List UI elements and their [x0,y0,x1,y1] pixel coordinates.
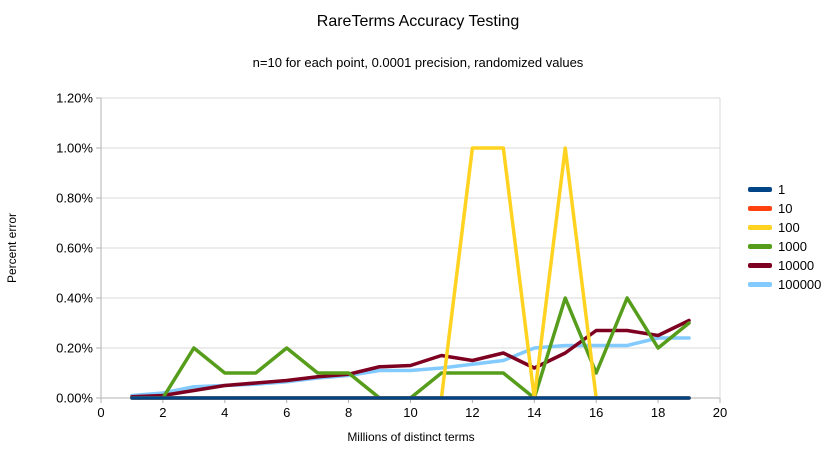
y-tick-label: 0.60% [56,241,93,256]
legend-label: 100 [778,220,800,235]
legend-item-10: 10 [748,199,834,218]
series-line-10000 [130,318,691,399]
x-tick-label: 4 [221,405,228,420]
y-axis-title: Percent error [5,212,19,284]
y-tick-label: 0.80% [56,191,93,206]
x-axis-title: Millions of distinct terms [347,430,475,444]
x-tick-label: 14 [527,405,541,420]
y-tick-label: 1.00% [56,141,93,156]
chart-subtitle: n=10 for each point, 0.0001 precision, r… [252,55,584,70]
y-tick-label: 0.00% [56,391,93,406]
chart-title: RareTerms Accuracy Testing [316,13,520,30]
series-line-100 [130,146,691,400]
legend-swatch-100 [748,225,772,230]
x-tick-label: 20 [713,405,727,420]
legend-label: 1 [778,182,786,197]
x-tick-label: 6 [283,405,290,420]
legend: 1 10 100 1000 10000 100000 [748,180,834,294]
x-tick-label: 10 [403,405,417,420]
legend-item-10000: 10000 [748,256,834,275]
legend-swatch-1000 [748,244,772,249]
x-tick-label: 0 [97,405,104,420]
legend-label: 100000 [778,277,822,292]
x-tick-label: 18 [651,405,665,420]
legend-swatch-100000 [748,282,772,287]
y-tick-label: 1.20% [56,91,93,106]
legend-item-100000: 100000 [748,275,834,294]
y-tick-label: 0.40% [56,291,93,306]
legend-label: 10 [778,201,793,216]
legend-item-1: 1 [748,180,834,199]
x-tick-label: 16 [589,405,603,420]
x-tick-label: 2 [159,405,166,420]
legend-swatch-1 [748,187,772,192]
x-tick-label: 8 [345,405,352,420]
legend-swatch-10 [748,206,772,211]
y-tick-label: 0.20% [56,341,93,356]
legend-item-100: 100 [748,218,834,237]
x-tick-label: 12 [465,405,479,420]
legend-swatch-10000 [748,263,772,268]
legend-label: 1000 [778,239,807,254]
legend-item-1000: 1000 [748,237,834,256]
legend-label: 10000 [778,258,815,273]
